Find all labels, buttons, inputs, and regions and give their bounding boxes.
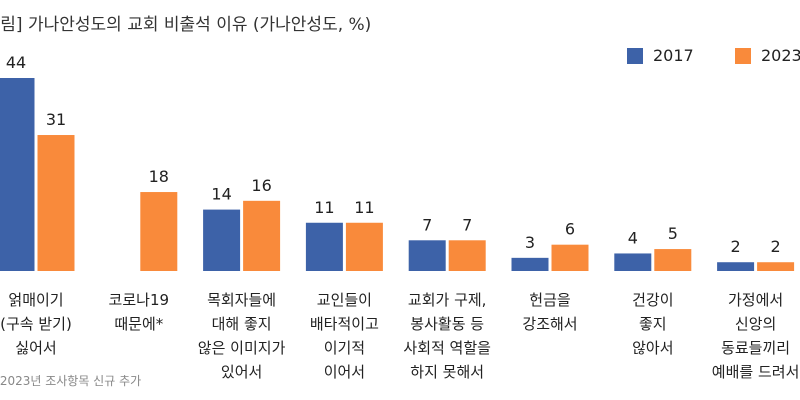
data-label: 2 [771,237,781,256]
legend-item-2023: 2023 [735,46,800,65]
x-tick-label: 헌금을 강조해서 [522,291,578,333]
legend-swatch-2017 [627,47,643,64]
x-tick-label: 목회자들에 대해 좋지 않은 이미지가 있어서 [197,291,286,381]
data-label: 5 [668,224,678,243]
chart-title: [그림] 가나안성도의 교회 비출석 이유 (가나안성도, %) [0,15,372,35]
bar-2023 [654,249,692,271]
bar-2023 [243,200,281,271]
bar-2017 [203,209,241,271]
bar-2017 [0,78,35,271]
data-label: 16 [251,176,271,195]
data-label: 11 [314,198,334,217]
legend-item-2017: 2017 [627,46,694,65]
data-label: 7 [462,215,472,234]
bar-2017 [717,262,755,271]
x-tick-label: 교회가 구제, 봉사활동 등 사회적 역할을 하지 못해서 [403,291,491,381]
bar-2017 [511,257,549,271]
data-label: 3 [525,233,535,252]
legend-label: 2017 [653,46,694,65]
data-label: 14 [211,185,231,204]
bar-2023 [757,262,795,271]
bar-2017 [305,222,343,271]
data-label: 2 [731,237,741,256]
data-label: 11 [354,198,374,217]
data-label: 44 [6,53,26,72]
bar-2023 [37,135,75,271]
bar-2023 [448,240,486,271]
bar-2023 [140,192,178,271]
x-tick-label: 얽매이기 (구속 받기) 싫어서 [0,291,72,357]
x-tick-label: 가정에서 신앙의 동료들끼리 예배를 드려서 [711,291,800,381]
data-label: 6 [565,220,575,239]
footnote: * 2023년 조사항목 신규 추가 [0,374,142,388]
legend-label: 2023 [761,46,800,65]
legend-swatch-2023 [735,47,751,64]
bar-2017 [614,253,652,271]
bar-2017 [408,240,446,271]
data-label: 18 [149,167,169,186]
bar-2023 [551,244,589,271]
data-label: 31 [46,110,66,129]
x-tick-label: 교인들이 배타적이고 이기적 이어서 [309,291,379,381]
data-label: 4 [628,228,638,247]
x-tick-label: 건강이 좋지 않아서 [632,291,674,357]
data-label: 7 [422,215,432,234]
x-tick-label: 코로나19 때문에* [108,291,170,333]
bar-2023 [345,222,383,271]
